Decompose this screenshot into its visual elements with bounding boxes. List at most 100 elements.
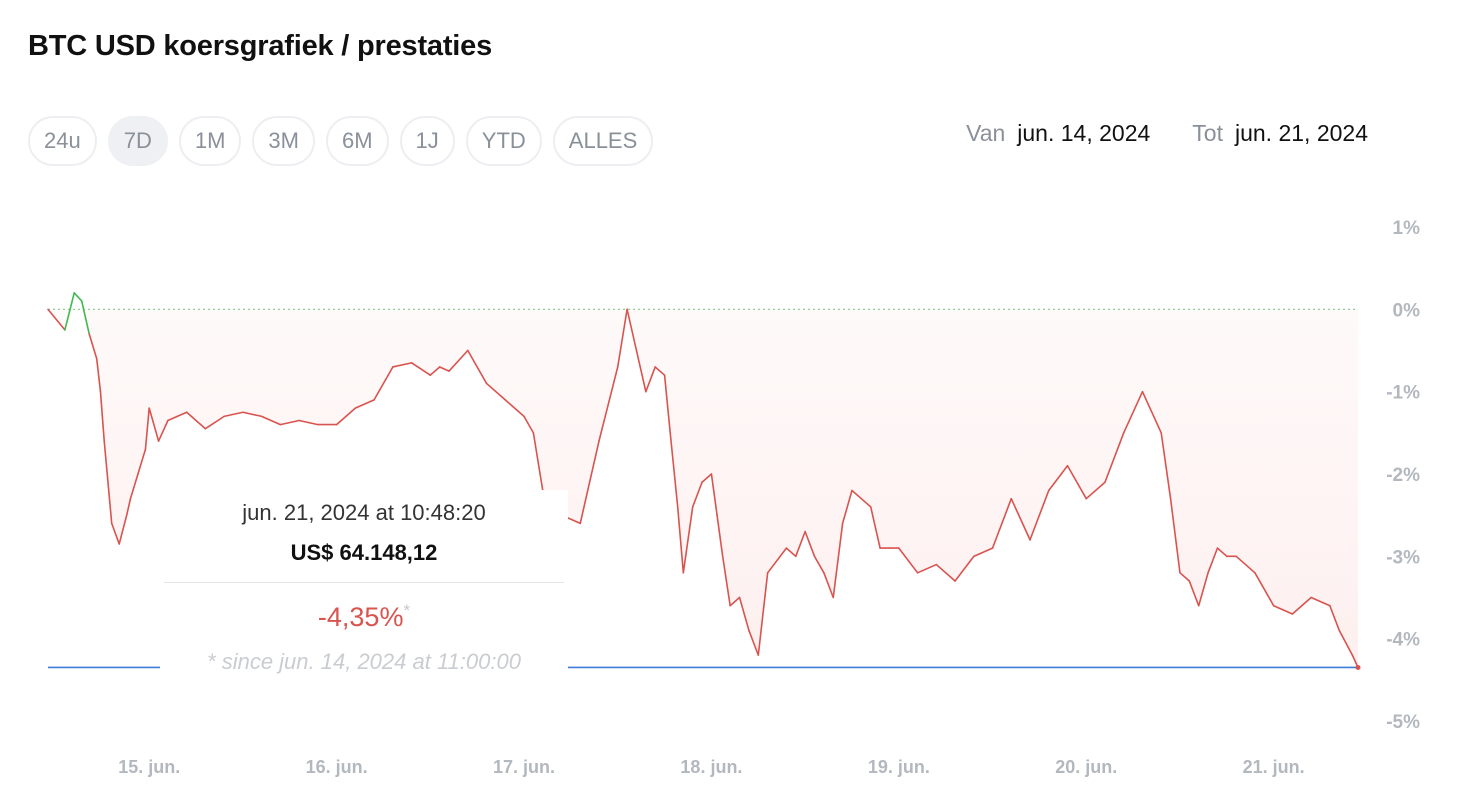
line-segment — [1207, 547, 1219, 574]
line-segment — [626, 308, 638, 352]
line-segment — [95, 357, 102, 393]
line-segment — [916, 563, 938, 574]
line-segment — [410, 362, 432, 377]
tooltip-price: US$ 64.148,12 — [290, 540, 438, 565]
page-title: BTC USD koersgrafiek / prestaties — [28, 30, 493, 62]
x-tick-label: 20. jun. — [1055, 757, 1117, 777]
line-segment — [73, 292, 83, 302]
line-segment — [635, 349, 647, 393]
line-segment — [1160, 432, 1172, 500]
line-segment — [260, 415, 282, 426]
line-segment — [1291, 596, 1312, 615]
line-segment — [691, 481, 703, 508]
last-point — [1355, 664, 1361, 670]
range-button-7d[interactable]: 7D — [107, 116, 168, 166]
x-tick-label: 21. jun. — [1243, 757, 1305, 777]
line-segment — [504, 399, 525, 418]
line-segment — [1235, 555, 1256, 574]
line-segment — [144, 407, 151, 451]
range-button-1m[interactable]: 1M — [178, 116, 242, 166]
line-segment — [157, 419, 169, 442]
line-segment — [47, 308, 66, 331]
line-segment — [1047, 464, 1069, 492]
to-label: Tot — [1192, 120, 1223, 146]
area-fill — [48, 309, 1358, 668]
line-segment — [738, 596, 750, 632]
line-segment — [335, 407, 357, 426]
line-segment — [832, 522, 844, 599]
tooltip-date: jun. 21, 2024 at 10:48:20 — [242, 500, 486, 525]
tooltip-divider — [164, 582, 564, 583]
line-segment — [898, 547, 919, 574]
range-button-3m[interactable]: 3M — [252, 116, 315, 166]
line-segment — [785, 547, 797, 558]
line-segment — [794, 530, 806, 558]
y-tick-label: -4% — [1386, 630, 1420, 651]
line-segment — [823, 571, 835, 599]
line-segment — [103, 440, 113, 525]
line-segment — [279, 419, 300, 426]
chart-tooltip: jun. 21, 2024 at 10:48:20 US$ 64.148,12 … — [160, 490, 568, 683]
line-segment — [654, 366, 666, 377]
line-segment — [860, 497, 872, 508]
tooltip-change-value: -4,35% — [317, 602, 404, 632]
line-segment — [1254, 571, 1275, 607]
line-segment — [137, 448, 147, 475]
line-segment — [663, 374, 672, 434]
line-segment — [748, 629, 760, 656]
line-segment — [716, 514, 724, 558]
line-segment — [954, 555, 975, 582]
line-segment — [176, 411, 188, 418]
line-segment — [242, 411, 263, 418]
date-range: Van jun. 14, 2024 Tot jun. 21, 2024 — [966, 120, 1368, 147]
line-segment — [466, 349, 488, 385]
line-segment — [669, 432, 679, 508]
line-segment — [841, 489, 853, 525]
x-tick-label: 18. jun. — [680, 757, 742, 777]
line-segment — [1310, 596, 1331, 607]
line-segment — [1216, 547, 1228, 558]
range-button-ytd[interactable]: YTD — [465, 116, 542, 166]
line-segment — [523, 415, 535, 434]
y-tick-label: -3% — [1386, 547, 1420, 568]
line-segment — [125, 497, 132, 516]
line-segment — [935, 563, 956, 582]
line-segment — [64, 292, 76, 331]
line-segment — [99, 390, 106, 442]
line-segment — [721, 555, 731, 607]
x-tick-label: 19. jun. — [868, 757, 930, 777]
line-segment — [1085, 481, 1106, 500]
series-line — [47, 292, 1359, 669]
line-segment — [80, 300, 91, 335]
range-button-6m[interactable]: 6M — [325, 116, 389, 166]
line-segment — [167, 415, 179, 422]
line-segment — [429, 366, 441, 377]
line-segment — [1010, 497, 1031, 541]
line-segment — [869, 506, 881, 549]
line-segment — [973, 547, 994, 558]
y-tick-label: -1% — [1386, 383, 1420, 404]
range-button-1j[interactable]: 1J — [399, 116, 455, 166]
range-button-24u[interactable]: 24u — [28, 116, 97, 166]
line-segment — [616, 308, 628, 368]
line-segment — [485, 382, 507, 401]
line-segment — [1272, 604, 1294, 615]
line-segment — [129, 473, 139, 500]
y-axis: 1% 0% -1% -2% -3% -4% -5% — [1386, 218, 1420, 733]
line-segment — [757, 571, 769, 656]
line-segment — [766, 547, 788, 574]
line-segment — [813, 555, 825, 574]
from-label: Van — [966, 120, 1006, 146]
line-segment — [185, 411, 207, 430]
line-segment — [710, 473, 718, 516]
line-segment — [1197, 571, 1209, 607]
line-segment — [1188, 580, 1200, 607]
range-button-alles[interactable]: ALLES — [552, 116, 654, 166]
line-segment — [1329, 604, 1341, 632]
line-segment — [645, 366, 657, 393]
to-date[interactable]: jun. 21, 2024 — [1234, 120, 1368, 146]
line-segment — [1338, 629, 1354, 656]
y-tick-label: -5% — [1386, 712, 1420, 733]
from-date[interactable]: jun. 14, 2024 — [1017, 120, 1151, 146]
